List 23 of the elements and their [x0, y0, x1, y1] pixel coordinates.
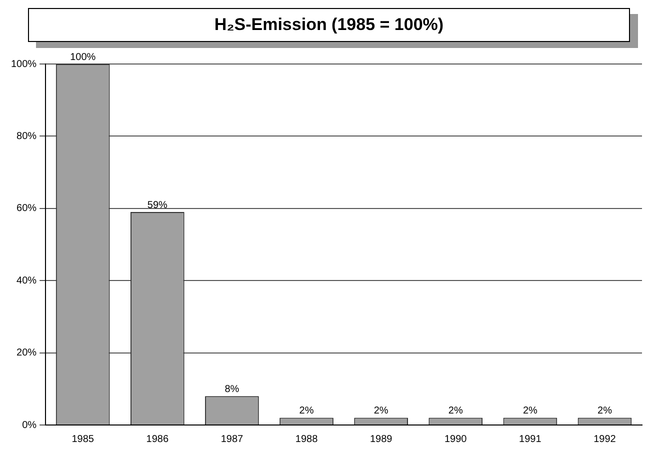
x-tick-label: 1987 [220, 434, 244, 445]
chart-title: H₂S-Emission (1985 = 100%) [28, 8, 630, 42]
x-tick-label: 1985 [72, 434, 94, 445]
x-tick-label: 1986 [146, 434, 169, 445]
data-label: 2% [522, 406, 538, 417]
x-tick-label: 1988 [295, 434, 318, 445]
x-tick-label: 1989 [370, 434, 393, 445]
x-tick-label: 1992 [594, 434, 616, 445]
data-label: 2% [374, 406, 388, 417]
x-tick-label: 1991 [519, 434, 542, 445]
y-tick-label: 20% [16, 348, 37, 359]
data-label: 8% [224, 384, 240, 395]
y-tick-label: 60% [16, 203, 37, 214]
y-tick-label: 0% [22, 420, 37, 431]
y-tick-label: 100% [11, 58, 37, 70]
y-tick-label: 40% [16, 275, 37, 286]
data-label: 100% [70, 52, 96, 63]
data-label: 2% [299, 406, 314, 417]
data-label: 2% [597, 406, 612, 417]
x-tick-label: 1990 [444, 434, 468, 445]
data-label: 2% [448, 406, 463, 417]
data-label: 59% [147, 200, 168, 211]
y-tick-label: 80% [16, 130, 37, 142]
